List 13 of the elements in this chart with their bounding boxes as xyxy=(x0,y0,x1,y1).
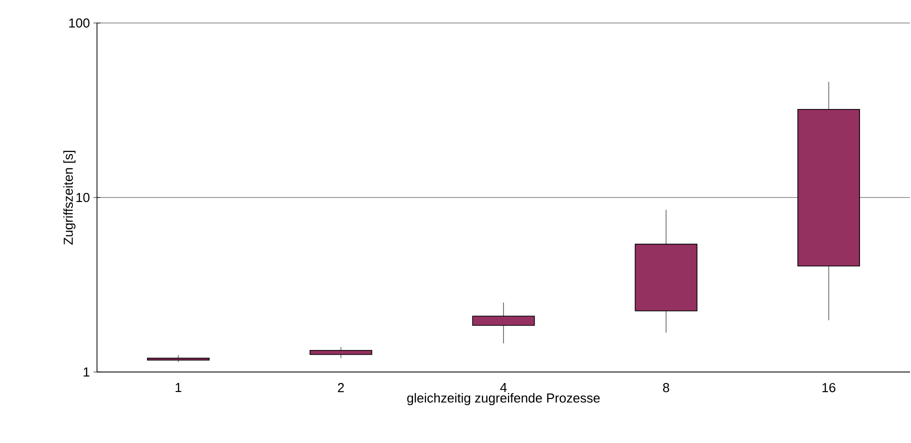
x-tick-label: 2 xyxy=(338,383,344,392)
y-axis-title: Zugriffszeiten [s] xyxy=(63,150,76,245)
candlestick xyxy=(634,209,698,334)
y-tick-label: 10 xyxy=(76,192,90,202)
candlestick xyxy=(797,81,860,321)
x-tick-label: 4 xyxy=(500,383,507,392)
x-axis-title: gleichzeitig zugreifende Prozesse xyxy=(407,393,600,406)
candlestick xyxy=(472,302,535,344)
x-tick-label: 8 xyxy=(663,383,670,392)
y-tick-label: 100 xyxy=(69,18,90,28)
x-tick-label: 1 xyxy=(176,383,182,392)
y-tick-label: 1 xyxy=(84,368,90,376)
x-tick-label: 16 xyxy=(822,383,836,392)
